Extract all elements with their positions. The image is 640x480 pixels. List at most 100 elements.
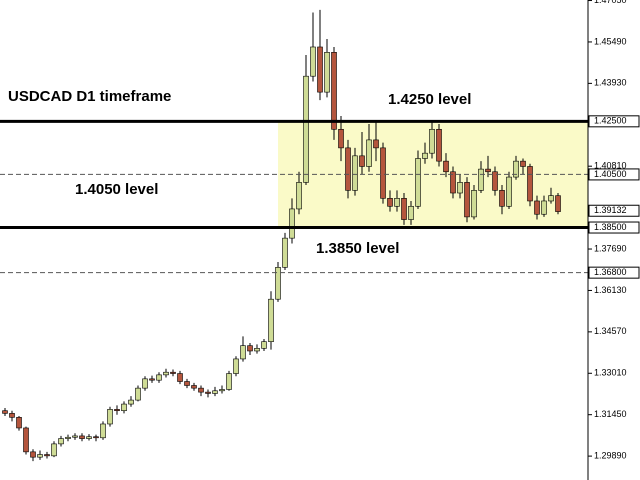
candle-body: [121, 403, 127, 412]
candle-body: [72, 435, 78, 438]
candle-body: [2, 410, 8, 414]
candle-body: [436, 128, 442, 162]
price-marker-box: [588, 266, 640, 279]
candle-body: [163, 371, 169, 376]
level-layer: [0, 119, 588, 274]
annotation: 1.4250 level: [388, 91, 471, 108]
candle-body: [310, 46, 316, 77]
candle-body: [534, 200, 540, 215]
candle-body: [471, 190, 477, 218]
y-tick-label: 1.34570: [594, 326, 627, 336]
candle-body: [198, 387, 204, 393]
candle-body: [16, 417, 22, 429]
candle-body: [247, 345, 253, 352]
candle-body: [226, 373, 232, 390]
candle-body: [107, 409, 113, 425]
candle-body: [37, 454, 43, 458]
price-marker-label: 1.42500: [594, 116, 627, 126]
candle-body: [345, 147, 351, 191]
candle-body: [443, 160, 449, 173]
candle-body: [219, 389, 225, 392]
candle-body: [317, 46, 323, 93]
candle-body: [513, 160, 519, 178]
y-tick-label: 1.37690: [594, 243, 627, 253]
y-tick-label: 1.33010: [594, 368, 627, 378]
candle-body: [352, 155, 358, 191]
candle-body: [464, 182, 470, 218]
candle-body: [212, 390, 218, 394]
candle-body: [191, 385, 197, 389]
candle-body: [366, 139, 372, 167]
candle-body: [142, 378, 148, 389]
candle-body: [408, 205, 414, 220]
candle-body: [275, 267, 281, 300]
price-marker-box: [588, 168, 640, 181]
candle-body: [170, 371, 176, 374]
candle-body: [58, 438, 64, 445]
price-marker-label: 1.39132: [594, 205, 627, 215]
candle-body: [394, 198, 400, 207]
candle-body: [289, 208, 295, 239]
candle-body: [184, 381, 190, 386]
candle-body: [478, 168, 484, 191]
candle-body: [401, 198, 407, 220]
candle-body: [331, 52, 337, 130]
candle-body: [177, 373, 183, 382]
candle-body: [114, 409, 120, 412]
candle-body: [303, 75, 309, 183]
candle-body: [541, 200, 547, 215]
candle-body: [205, 391, 211, 394]
price-marker-box: [588, 115, 640, 128]
candle-body: [527, 166, 533, 202]
y-tick-label: 1.40810: [594, 161, 627, 171]
candle-body: [429, 128, 435, 154]
candle-body: [324, 52, 330, 93]
candle-body: [93, 436, 99, 439]
candle-body: [30, 451, 36, 458]
y-tick-label: 1.31450: [594, 409, 627, 419]
candle-body: [415, 158, 421, 207]
chart-title: USDCAD D1 timeframe: [8, 88, 171, 105]
candle-body: [373, 139, 379, 149]
candle-body: [156, 374, 162, 381]
candle-body: [338, 128, 344, 149]
candle-body: [422, 152, 428, 159]
candle-body: [268, 298, 274, 342]
annotation: 1.3850 level: [316, 240, 399, 257]
candle-body: [380, 147, 386, 199]
candle-body: [65, 436, 71, 439]
price-marker-box: [588, 221, 640, 234]
candle-body: [506, 176, 512, 207]
y-tick-label: 1.36130: [594, 285, 627, 295]
candle-body: [485, 168, 491, 173]
candle-body: [359, 155, 365, 167]
candle-body: [254, 348, 260, 352]
price-marker-label: 1.40500: [594, 169, 627, 179]
candle-layer: [2, 9, 561, 462]
candle-body: [79, 435, 85, 439]
candle-body: [240, 345, 246, 360]
axis-layer: 1.47050 1.45490 1.43930 1.40810 1.37690 1.361…: [588, 0, 640, 460]
candle-body: [555, 195, 561, 212]
candle-body: [499, 190, 505, 207]
price-marker-box: [588, 204, 640, 217]
candle-body: [387, 198, 393, 207]
candle-body: [450, 171, 456, 194]
candle-body: [135, 387, 141, 401]
candle-body: [23, 427, 29, 453]
candle-body: [282, 237, 288, 268]
candle-body: [9, 413, 15, 418]
candle-body: [51, 443, 57, 457]
annotation: 1.4050 level: [75, 181, 158, 198]
price-marker-label: 1.38500: [594, 222, 627, 232]
price-marker-label: 1.36800: [594, 267, 627, 277]
y-tick-label: 1.47050: [594, 0, 627, 5]
candle-body: [44, 454, 50, 457]
candle-body: [128, 399, 134, 405]
candle-body: [100, 423, 106, 439]
candle-body: [149, 378, 155, 381]
y-tick-label: 1.43930: [594, 78, 627, 88]
candle-body: [233, 358, 239, 374]
candle-body: [492, 171, 498, 191]
